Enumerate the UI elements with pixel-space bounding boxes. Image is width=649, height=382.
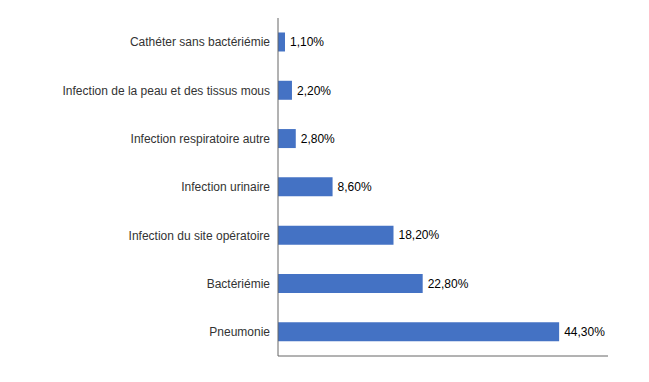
svg-text:8,60%: 8,60% [338,180,372,194]
svg-text:2,20%: 2,20% [297,84,331,98]
svg-text:Infection de la peau et des ti: Infection de la peau et des tissus mous [63,84,270,98]
svg-text:22,80%: 22,80% [428,277,469,291]
svg-text:44,30%: 44,30% [564,325,605,339]
svg-text:Infection urinaire: Infection urinaire [181,180,270,194]
svg-text:18,20%: 18,20% [399,228,440,242]
svg-text:1,10%: 1,10% [290,35,324,49]
svg-text:Bactériémie: Bactériémie [207,277,271,291]
svg-text:Pneumonie: Pneumonie [209,325,270,339]
svg-text:Infection respiratoire autre: Infection respiratoire autre [131,132,271,146]
svg-text:2,80%: 2,80% [301,132,335,146]
svg-text:Infection du site opératoire: Infection du site opératoire [129,229,271,243]
svg-text:Cathéter sans bactériémie: Cathéter sans bactériémie [130,35,270,49]
